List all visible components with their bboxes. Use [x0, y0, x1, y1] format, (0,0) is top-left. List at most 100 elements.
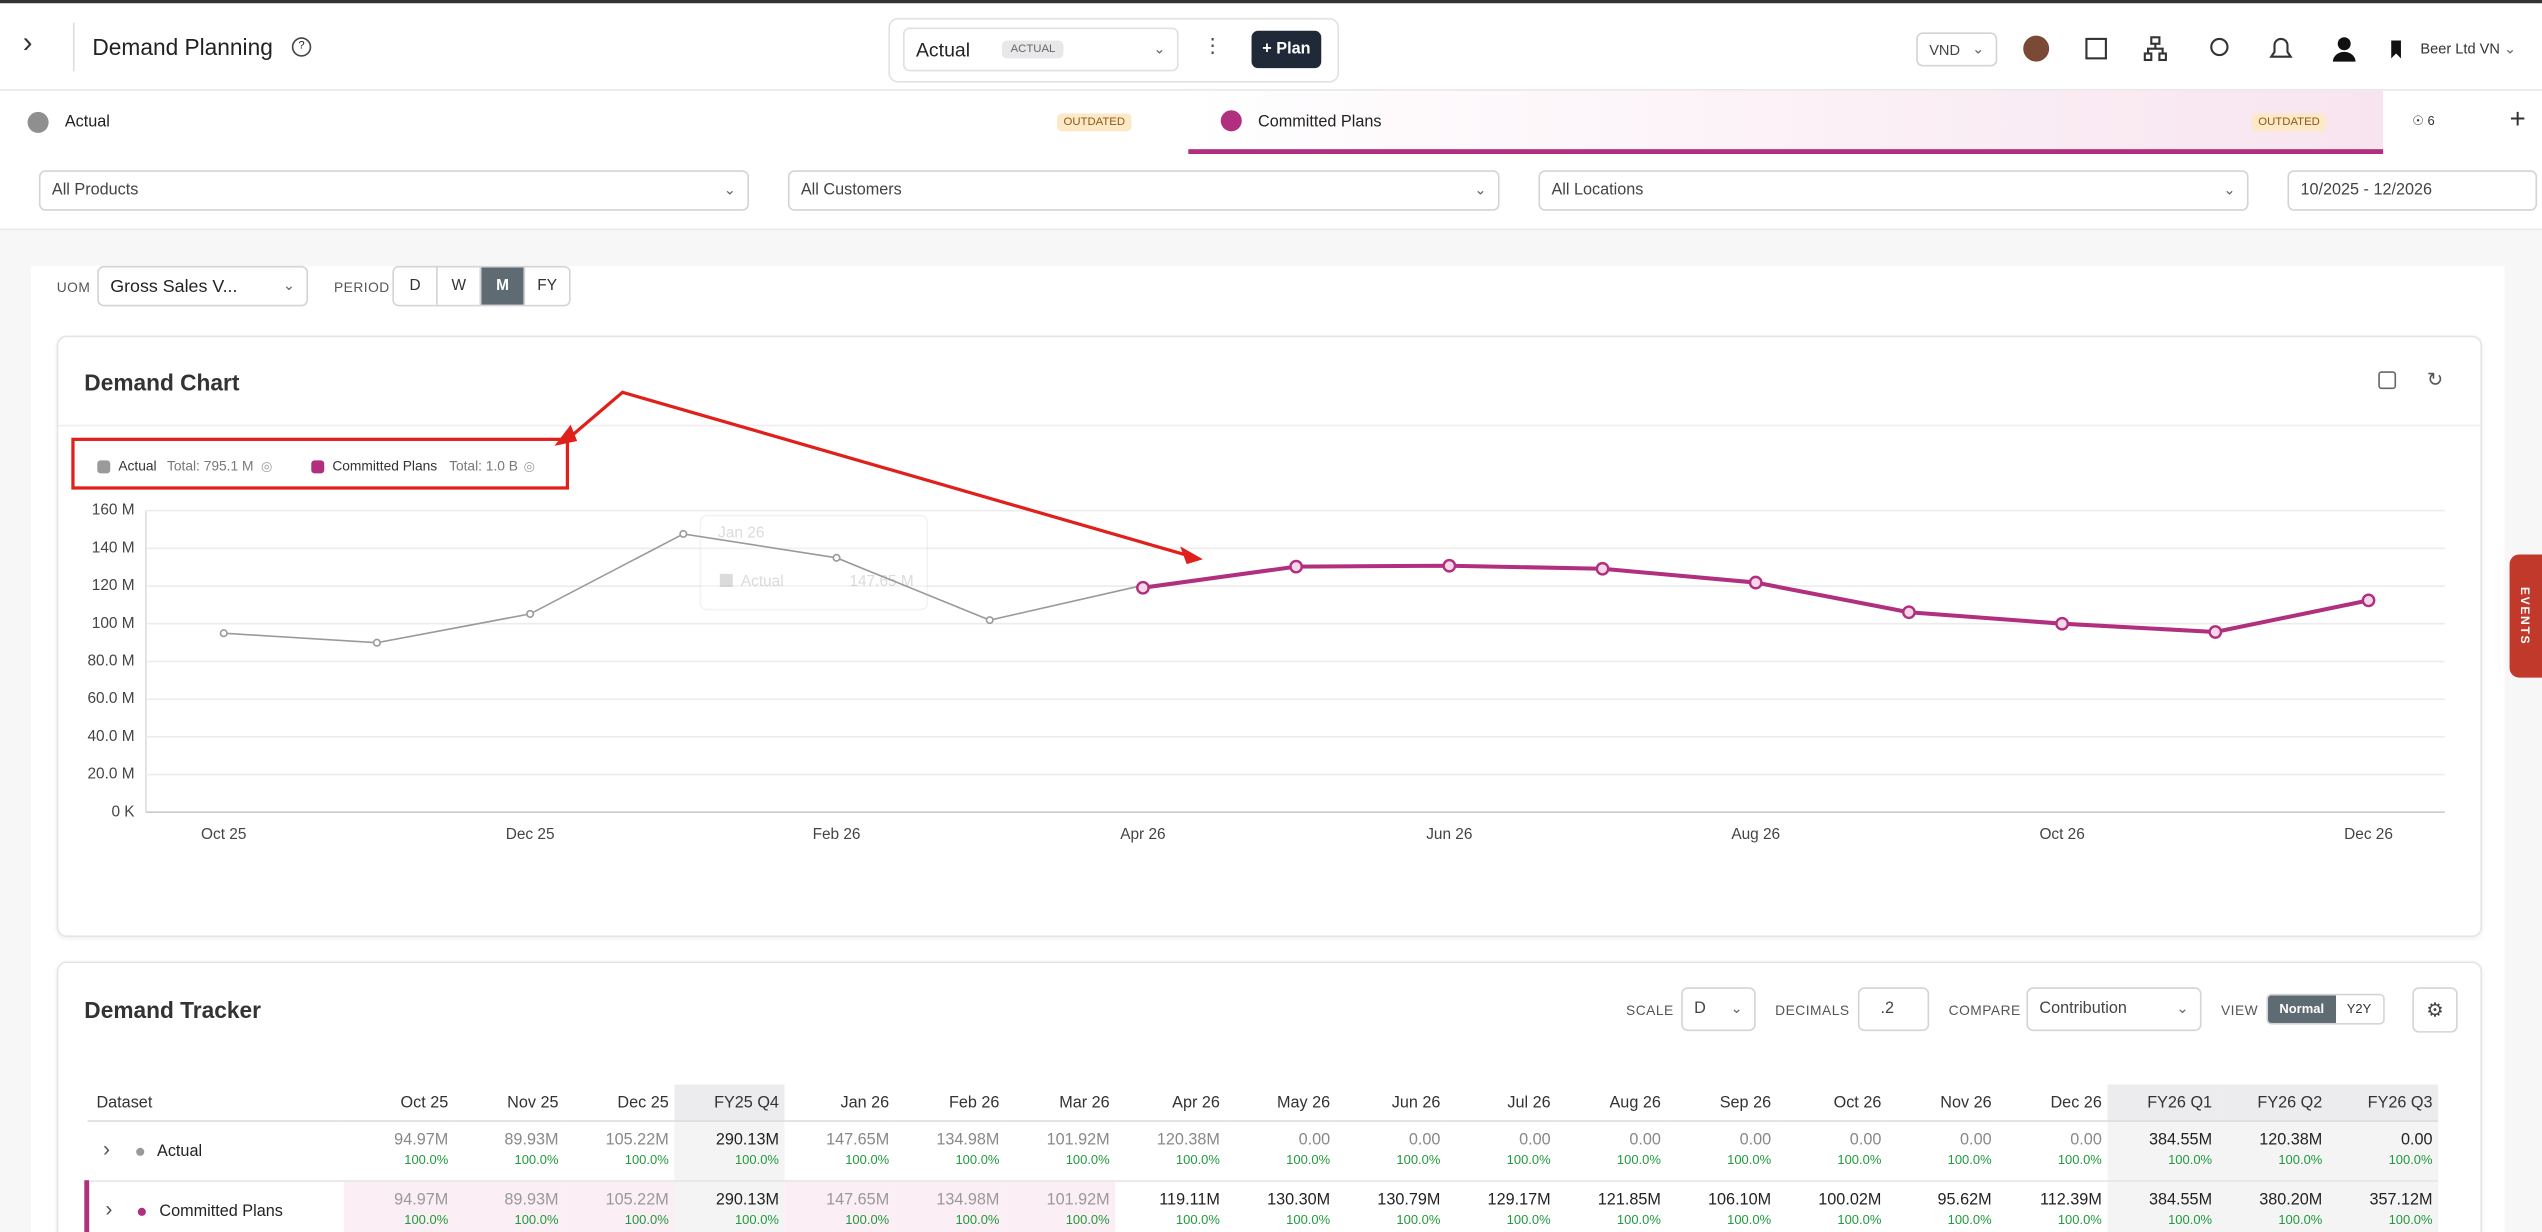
- events-tab[interactable]: EVENTS: [2509, 554, 2542, 678]
- tab-label: Committed Plans: [1258, 113, 1382, 132]
- customer-filter[interactable]: All Customers ⌄: [787, 170, 1500, 211]
- idea-icon[interactable]: [2210, 37, 2229, 57]
- cell-share: 100.0%: [2278, 1212, 2323, 1228]
- y-tick-label: 80.0 M: [87, 652, 134, 669]
- cell-share: 100.0%: [1396, 1152, 1441, 1168]
- column-header: FY25 Q4: [673, 1084, 784, 1122]
- hidden-datasets[interactable]: ☉ 6: [2412, 113, 2435, 129]
- column-header: Apr 26: [1114, 1084, 1225, 1122]
- row-dot: [135, 1147, 145, 1156]
- cell-share: 100.0%: [1065, 1152, 1110, 1168]
- tooltip: Jan 26 Actual 147.65 M: [699, 514, 929, 611]
- view-option[interactable]: Normal: [2268, 995, 2336, 1023]
- cell-share: 100.0%: [2057, 1212, 2102, 1228]
- more-menu[interactable]: ⋮: [1202, 34, 1223, 57]
- expand-row[interactable]: ›: [105, 1196, 113, 1221]
- plan-button[interactable]: + Plan: [1251, 30, 1322, 69]
- settings-button[interactable]: ⚙: [2412, 987, 2458, 1033]
- cell-share: 100.0%: [2388, 1152, 2433, 1168]
- cell-share: 100.0%: [2388, 1212, 2433, 1228]
- cell-share: 100.0%: [624, 1152, 669, 1168]
- value-cell: 0.00 100.0%: [1886, 1121, 1997, 1182]
- tooltip-series: Actual: [741, 573, 784, 590]
- data-point: [832, 553, 841, 562]
- column-header: Mar 26: [1004, 1084, 1115, 1122]
- value-cell: 357.12M 100.0%: [2327, 1181, 2438, 1232]
- cell-value: 89.93M: [504, 1131, 559, 1150]
- period-option[interactable]: M: [479, 267, 524, 305]
- value-cell: 101.92M 100.0%: [1004, 1181, 1115, 1232]
- cell-share: 100.0%: [514, 1212, 559, 1228]
- cell-value: 121.85M: [1597, 1191, 1661, 1210]
- help-icon[interactable]: ?: [291, 37, 312, 57]
- tracker-card: Demand Tracker SCALE D ⌄ DECIMALS .2 COMP…: [56, 961, 2483, 1232]
- filter-value: All Customers: [800, 181, 902, 200]
- cell-value: 89.93M: [504, 1191, 559, 1210]
- cell-value: 94.97M: [394, 1191, 449, 1210]
- cell-share: 100.0%: [2168, 1152, 2213, 1168]
- cell-share: 100.0%: [1506, 1152, 1551, 1168]
- tab-label: Actual: [64, 113, 110, 132]
- dataset-name: Committed Plans: [159, 1202, 283, 1221]
- currency-select[interactable]: VND ⌄: [1916, 32, 1998, 67]
- data-point: [2361, 593, 2376, 608]
- x-tick-label: Jun 26: [1426, 826, 1472, 843]
- value-cell: 290.13M 100.0%: [673, 1121, 784, 1182]
- cell-value: 380.20M: [2259, 1191, 2323, 1210]
- value-cell: 0.00 100.0%: [1445, 1121, 1556, 1182]
- legend-visibility[interactable]: ◎: [524, 458, 535, 473]
- cell-value: 120.38M: [2259, 1131, 2323, 1150]
- period-option[interactable]: D: [393, 267, 437, 305]
- cell-share: 100.0%: [955, 1152, 1000, 1168]
- view-option[interactable]: Y2Y: [2335, 995, 2383, 1023]
- column-header: Feb 26: [894, 1084, 1005, 1122]
- map-icon[interactable]: [2085, 37, 2107, 60]
- value-cell: 95.62M 100.0%: [1886, 1181, 1997, 1232]
- refresh-icon[interactable]: ↻: [2426, 368, 2444, 391]
- period-option[interactable]: W: [436, 267, 480, 305]
- company: Beer Ltd VN: [2420, 40, 2500, 57]
- collapse-button[interactable]: ›: [22, 25, 33, 59]
- decimals-value: .2: [1880, 1000, 1895, 1019]
- scenario-select[interactable]: Actual ACTUAL ⌄: [902, 27, 1179, 72]
- column-header: Sep 26: [1665, 1084, 1776, 1122]
- dataset-cell: › Actual: [86, 1121, 343, 1182]
- avatar[interactable]: [2023, 35, 2050, 62]
- decimals-input[interactable]: .2: [1857, 987, 1930, 1032]
- tracker-title: Demand Tracker: [84, 997, 261, 1023]
- row-dot: [138, 1207, 147, 1216]
- user-icon[interactable]: [2332, 37, 2356, 62]
- data-point: [2055, 616, 2070, 631]
- cell-value: 101.92M: [1046, 1191, 1110, 1210]
- header-row: Dataset Oct 25 Nov 25 Dec 25 FY25 Q4 Jan 26 Fe…: [86, 1084, 2438, 1122]
- value-cell: 100.02M 100.0%: [1775, 1181, 1887, 1232]
- location-filter[interactable]: All Locations ⌄: [1538, 170, 2249, 211]
- cell-value: 106.10M: [1708, 1191, 1772, 1210]
- company-select[interactable]: Beer Ltd VN ⌄: [2420, 40, 2517, 57]
- x-tick-label: Feb 26: [813, 826, 861, 843]
- chart: 0 K 20.0 M 40.0 M 60.0 M 80.0 M 100 M 120 M 140…: [87, 458, 2445, 843]
- tab-status: OUTDATED: [1057, 113, 1132, 132]
- tracker-table: Dataset Oct 25 Nov 25 Dec 25 FY25 Q4 Jan 26 Fe…: [84, 1084, 2438, 1232]
- y-tick-label: 120 M: [92, 577, 135, 594]
- scale-select[interactable]: D ⌄: [1681, 987, 1756, 1032]
- expand-icon[interactable]: [2378, 371, 2397, 390]
- legend-visibility[interactable]: ◎: [261, 458, 272, 473]
- tab-committed[interactable]: Committed Plans OUTDATED: [1188, 90, 2384, 155]
- product-filter[interactable]: All Products ⌄: [38, 170, 749, 211]
- column-header: Jun 26: [1335, 1084, 1446, 1122]
- cell-share: 100.0%: [1175, 1212, 1220, 1228]
- expand-row[interactable]: ›: [102, 1136, 110, 1161]
- period-option[interactable]: FY: [523, 267, 570, 305]
- data-point: [219, 629, 228, 638]
- value-cell: 101.92M 100.0%: [1004, 1121, 1115, 1182]
- bell-icon[interactable]: [2269, 37, 2293, 58]
- uom-select[interactable]: Gross Sales V... ⌄: [97, 265, 309, 307]
- view-toggle: Normal Y2Y: [2266, 993, 2385, 1025]
- date-filter[interactable]: 10/2025 - 12/2026: [2287, 170, 2538, 211]
- data-point: [2208, 625, 2223, 639]
- add-tab[interactable]: +: [2509, 103, 2526, 135]
- org-icon[interactable]: [2143, 36, 2167, 62]
- tab-actual[interactable]: Actual OUTDATED: [0, 91, 1188, 153]
- compare-select[interactable]: Contribution ⌄: [2026, 987, 2202, 1032]
